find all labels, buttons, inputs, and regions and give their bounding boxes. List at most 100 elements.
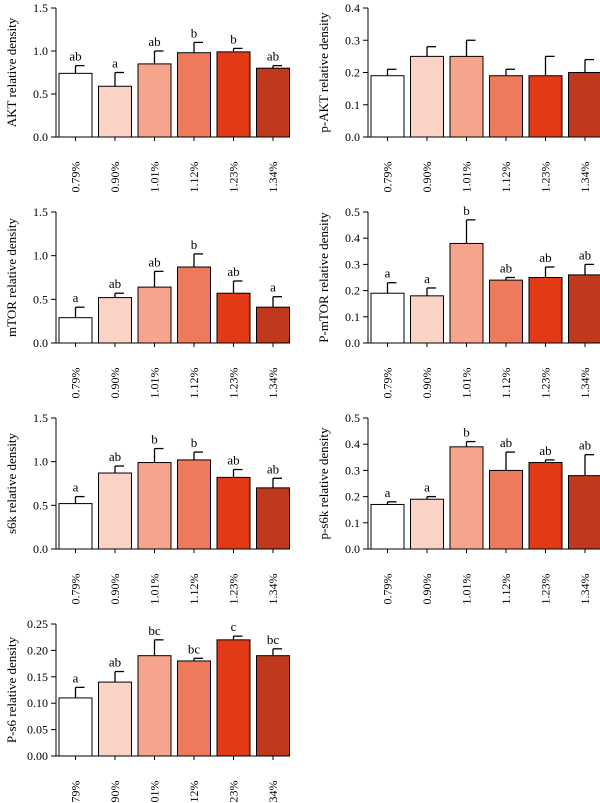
bar [177, 660, 211, 757]
bar [489, 75, 523, 138]
y-axis-title: P-mTOR relative density [316, 212, 331, 343]
significance-letter: ab [227, 453, 239, 468]
x-tick-label: 0.79% [69, 781, 83, 803]
x-tick-label: 1.01% [148, 368, 162, 399]
bar [177, 459, 211, 550]
x-tick-label: 1.01% [148, 162, 162, 193]
bar [568, 274, 600, 344]
bar [216, 476, 251, 550]
y-tick-label: 0.4 [345, 1, 360, 15]
y-tick-label: 0.0 [345, 542, 360, 556]
x-tick-label: 1.01% [460, 162, 474, 193]
y-tick-label: 0.1 [345, 310, 360, 324]
x-tick-label: 0.90% [420, 162, 434, 193]
bar [410, 498, 444, 550]
significance-letter: b [191, 435, 198, 450]
bar [137, 286, 172, 344]
y-tick-label: 0.5 [345, 411, 360, 425]
y-tick-label: 0.20 [27, 643, 48, 657]
significance-letter: a [424, 271, 430, 286]
x-tick-label: 0.79% [381, 368, 395, 399]
x-tick-label: 1.23% [539, 368, 553, 399]
significance-letter: a [73, 480, 79, 495]
y-tick-label: 0.0 [345, 130, 360, 144]
x-tick-label: 0.90% [108, 781, 122, 803]
significance-letter: a [385, 485, 391, 500]
x-tick-label: 0.90% [108, 574, 122, 605]
chart-panel: 0.0 0.5 1.0 1.5 s6k relative density a 0.79% ab… [4, 411, 290, 605]
y-tick-label: 1.0 [33, 455, 48, 469]
x-tick-label: 1.34% [578, 162, 592, 193]
bar [256, 306, 290, 344]
significance-letter: ab [227, 264, 239, 279]
significance-letter: a [270, 280, 276, 295]
bar [58, 317, 93, 344]
x-tick-label: 1.34% [578, 574, 592, 605]
significance-letter: ab [539, 250, 551, 265]
y-tick-label: 1.0 [33, 249, 48, 263]
x-tick-label: 1.34% [266, 574, 280, 605]
significance-letter: b [230, 31, 237, 46]
significance-letter: ab [539, 443, 551, 458]
y-tick-label: 0.3 [345, 257, 360, 271]
bar [568, 72, 600, 138]
x-tick-label: 1.23% [539, 574, 553, 605]
y-tick-label: 0.15 [27, 670, 48, 684]
bar [449, 242, 484, 344]
significance-letter: b [191, 237, 198, 252]
significance-letter: a [385, 266, 391, 281]
significance-letter: b [151, 432, 158, 447]
bar [177, 266, 211, 344]
y-tick-label: 0.4 [345, 231, 360, 245]
chart-panel: 0.0 0.1 0.2 0.3 0.4 0.5 p-s6k relative density… [316, 411, 600, 605]
bar [449, 55, 484, 138]
y-tick-label: 0.5 [33, 292, 48, 306]
bar [216, 292, 251, 344]
y-tick-label: 0.3 [345, 33, 360, 47]
x-tick-label: 0.79% [381, 574, 395, 605]
bar [98, 681, 132, 757]
bar [449, 446, 484, 550]
y-tick-label: 1.5 [33, 411, 48, 425]
chart-panel: 0.0 0.1 0.2 0.3 0.4 0.5 P-mTOR relative densit… [316, 203, 600, 399]
x-tick-label: 1.34% [578, 368, 592, 399]
significance-letter: a [73, 670, 79, 685]
y-tick-label: 0.4 [345, 437, 360, 451]
x-tick-label: 0.79% [69, 162, 83, 193]
significance-letter: bc [148, 623, 161, 638]
x-tick-label: 1.01% [460, 574, 474, 605]
y-tick-label: 0.00 [27, 749, 48, 763]
significance-letter: ab [109, 276, 121, 291]
y-axis-title: s6k relative density [4, 432, 19, 534]
x-tick-label: 1.23% [227, 162, 241, 193]
significance-letter: ab [109, 655, 121, 670]
y-axis-title: AKT relative density [4, 17, 19, 127]
y-tick-label: 0.25 [27, 617, 48, 631]
x-tick-label: 1.01% [148, 781, 162, 803]
significance-letter: a [424, 480, 430, 495]
bar [410, 55, 444, 138]
y-tick-label: 0.0 [33, 542, 48, 556]
y-tick-label: 0.0 [33, 130, 48, 144]
bar [98, 472, 132, 550]
x-tick-label: 1.34% [266, 368, 280, 399]
x-tick-label: 1.12% [187, 162, 201, 193]
bar [216, 639, 251, 757]
significance-letter: ab [579, 438, 591, 453]
bar [58, 697, 93, 757]
significance-letter: b [191, 25, 198, 40]
bar [98, 297, 132, 344]
bar [58, 72, 93, 138]
bar [528, 462, 563, 550]
bar [370, 503, 405, 550]
y-tick-label: 0.5 [33, 498, 48, 512]
significance-letter: c [231, 619, 237, 634]
y-tick-label: 0.2 [345, 284, 360, 298]
x-tick-label: 0.79% [69, 574, 83, 605]
y-tick-label: 0.2 [345, 66, 360, 80]
bar [528, 75, 563, 138]
bar [256, 487, 290, 550]
x-tick-label: 0.90% [420, 368, 434, 399]
